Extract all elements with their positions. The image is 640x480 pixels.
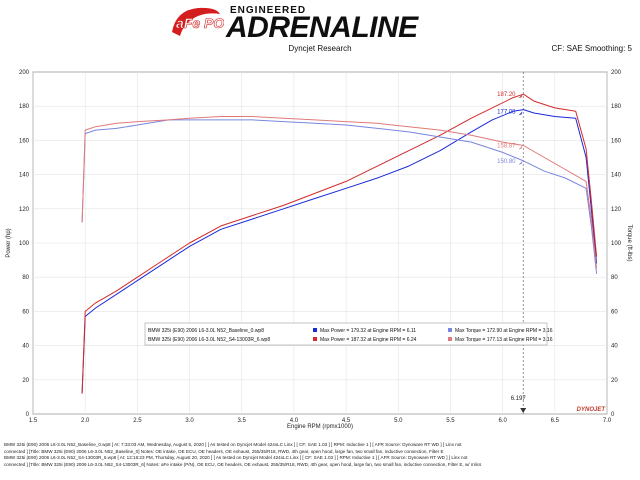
y-tick-label-right: 0	[611, 412, 615, 418]
legend-power-2: Max Power = 187.32 at Engine RPM = 6.24	[320, 337, 417, 343]
legend: BMW 325i (E90) 2006 L6-3.0L N52_Baseline…	[144, 322, 553, 346]
x-tick-label: 2.5	[133, 418, 142, 424]
series-group	[81, 93, 598, 394]
peak-annotations: 187.20 177.08 158.87 150.80	[497, 92, 523, 165]
y-tick-label-right: 60	[611, 309, 618, 315]
brand-header: aFe POWER ENGINEERED ADRENALINE	[168, 2, 478, 46]
legend-swatch-torque-2	[448, 337, 452, 341]
peak-label: 150.80	[497, 159, 516, 165]
y-tick-label-left: 80	[22, 275, 29, 281]
grid	[32, 71, 608, 415]
x-tick-label: 3.0	[185, 418, 194, 424]
x-tick-label: 4.0	[290, 418, 299, 424]
legend-swatch-power-2	[313, 337, 317, 341]
y-tick-label-right: 160	[611, 138, 622, 144]
y-tick-label-left: 200	[19, 70, 30, 76]
legend-torque-1: Max Torque = 172.90 at Engine RPM = 3.16	[455, 328, 553, 334]
y-tick-label-right: 180	[611, 104, 622, 110]
y-tick-label-left: 40	[22, 344, 29, 350]
peak-arrow	[518, 145, 523, 150]
dynojet-watermark: DYNOJET	[577, 407, 607, 413]
brand-main-line: ADRENALINE	[226, 11, 418, 44]
y-tick-label-left: 180	[19, 104, 30, 110]
legend-file-2: BMW 325i (E90) 2006 L6-3.0L N52_S4-13003…	[148, 337, 270, 343]
y-tick-label-left: 160	[19, 138, 30, 144]
chart-header-right: CF: SAE Smoothing: 5	[551, 44, 632, 53]
series-line-power-modified	[81, 93, 598, 394]
peak-label: 158.87	[497, 144, 516, 150]
x-axis-title: Engine RPM (rpmx1000)	[287, 424, 353, 430]
peak-arrow	[518, 94, 523, 99]
x-tick-label: 1.5	[29, 418, 38, 424]
y-tick-label-left: 60	[22, 309, 29, 315]
y-axis-title-right: Torque (ft-lbs)	[626, 224, 632, 261]
y-tick-label-right: 100	[611, 241, 622, 247]
y-tick-label-left: 120	[19, 207, 30, 213]
peak-label: 187.20	[497, 92, 516, 98]
x-tick-label: 2.0	[81, 418, 90, 424]
legend-file-1: BMW 325i (E90) 2006 L6-3.0L N52_Baseline…	[148, 328, 264, 334]
x-tick-label: 6.0	[498, 418, 507, 424]
run-note-line: BMW 325i (E90) 2006 L6-3.0L N52_S4-13003…	[4, 455, 468, 460]
y-tick-label-right: 80	[611, 275, 618, 281]
peak-arrow	[518, 111, 523, 116]
peak-arrow	[518, 160, 523, 165]
run-note-line: connected ] [Title: BMW 325i (E90) 2006 …	[4, 461, 482, 467]
y-tick-label-right: 40	[611, 344, 618, 350]
brand-top-line: ENGINEERED	[230, 5, 307, 16]
y-axis: 0 0 20 20 40 40 60 60 80 80 100 100 120 120 140 140 160 1…	[19, 70, 622, 418]
y-tick-label-right: 200	[611, 70, 622, 76]
legend-power-1: Max Power = 179.32 at Engine RPM = 6.11	[320, 328, 416, 334]
y-tick-label-right: 140	[611, 173, 622, 179]
run-note-line: BMW 325i (E90) 2006 L6-3.0L N52_Baseline…	[4, 442, 462, 447]
series-line-torque-modified	[81, 116, 598, 269]
y-tick-label-right: 120	[611, 207, 622, 213]
afe-logo-icon: aFe POWER	[172, 7, 224, 36]
x-tick-label: 7.0	[603, 418, 612, 424]
series-line-power-baseline	[81, 109, 598, 394]
x-tick-label: 6.5	[551, 418, 560, 424]
chart-header-center: Dyncjet Research	[288, 44, 352, 53]
legend-torque-2: Max Torque = 177.13 at Engine RPM = 3.16	[455, 337, 553, 343]
cursor-label: 6.197	[511, 396, 527, 402]
dyno-chart: 0 0 20 20 40 40 60 60 80 80 100 100 120 120 140 140 160 1…	[6, 70, 632, 430]
y-tick-label-left: 140	[19, 173, 30, 179]
legend-swatch-power-1	[313, 328, 317, 332]
x-tick-label: 3.5	[238, 418, 247, 424]
peak-label: 177.08	[497, 109, 516, 115]
x-tick-label: 4.5	[342, 418, 351, 424]
series-line-torque-baseline	[81, 119, 598, 274]
rpm-cursor: 6.197	[511, 72, 527, 414]
y-tick-label-left: 100	[19, 241, 30, 247]
run-notes: BMW 325i (E90) 2006 L6-3.0L N52_Baseline…	[4, 442, 636, 468]
y-tick-label-right: 20	[611, 378, 618, 384]
cursor-marker	[520, 408, 527, 413]
x-axis: 1.5 2.0 2.5 3.0 3.5 4.0 4.5 5.0 5.5 6.0 6.5 7.0	[29, 418, 612, 424]
x-tick-label: 5.0	[394, 418, 403, 424]
legend-box	[144, 322, 548, 346]
legend-swatch-torque-1	[448, 328, 452, 332]
x-tick-label: 5.5	[446, 418, 455, 424]
y-tick-label-left: 0	[26, 412, 30, 418]
logo-text: aFe POWER	[176, 15, 224, 31]
run-note-line: connected ] [Title: BMW 325i (E90) 2006 …	[4, 448, 444, 454]
y-tick-label-left: 20	[22, 378, 29, 384]
y-axis-title-left: Power (hp)	[6, 228, 12, 257]
